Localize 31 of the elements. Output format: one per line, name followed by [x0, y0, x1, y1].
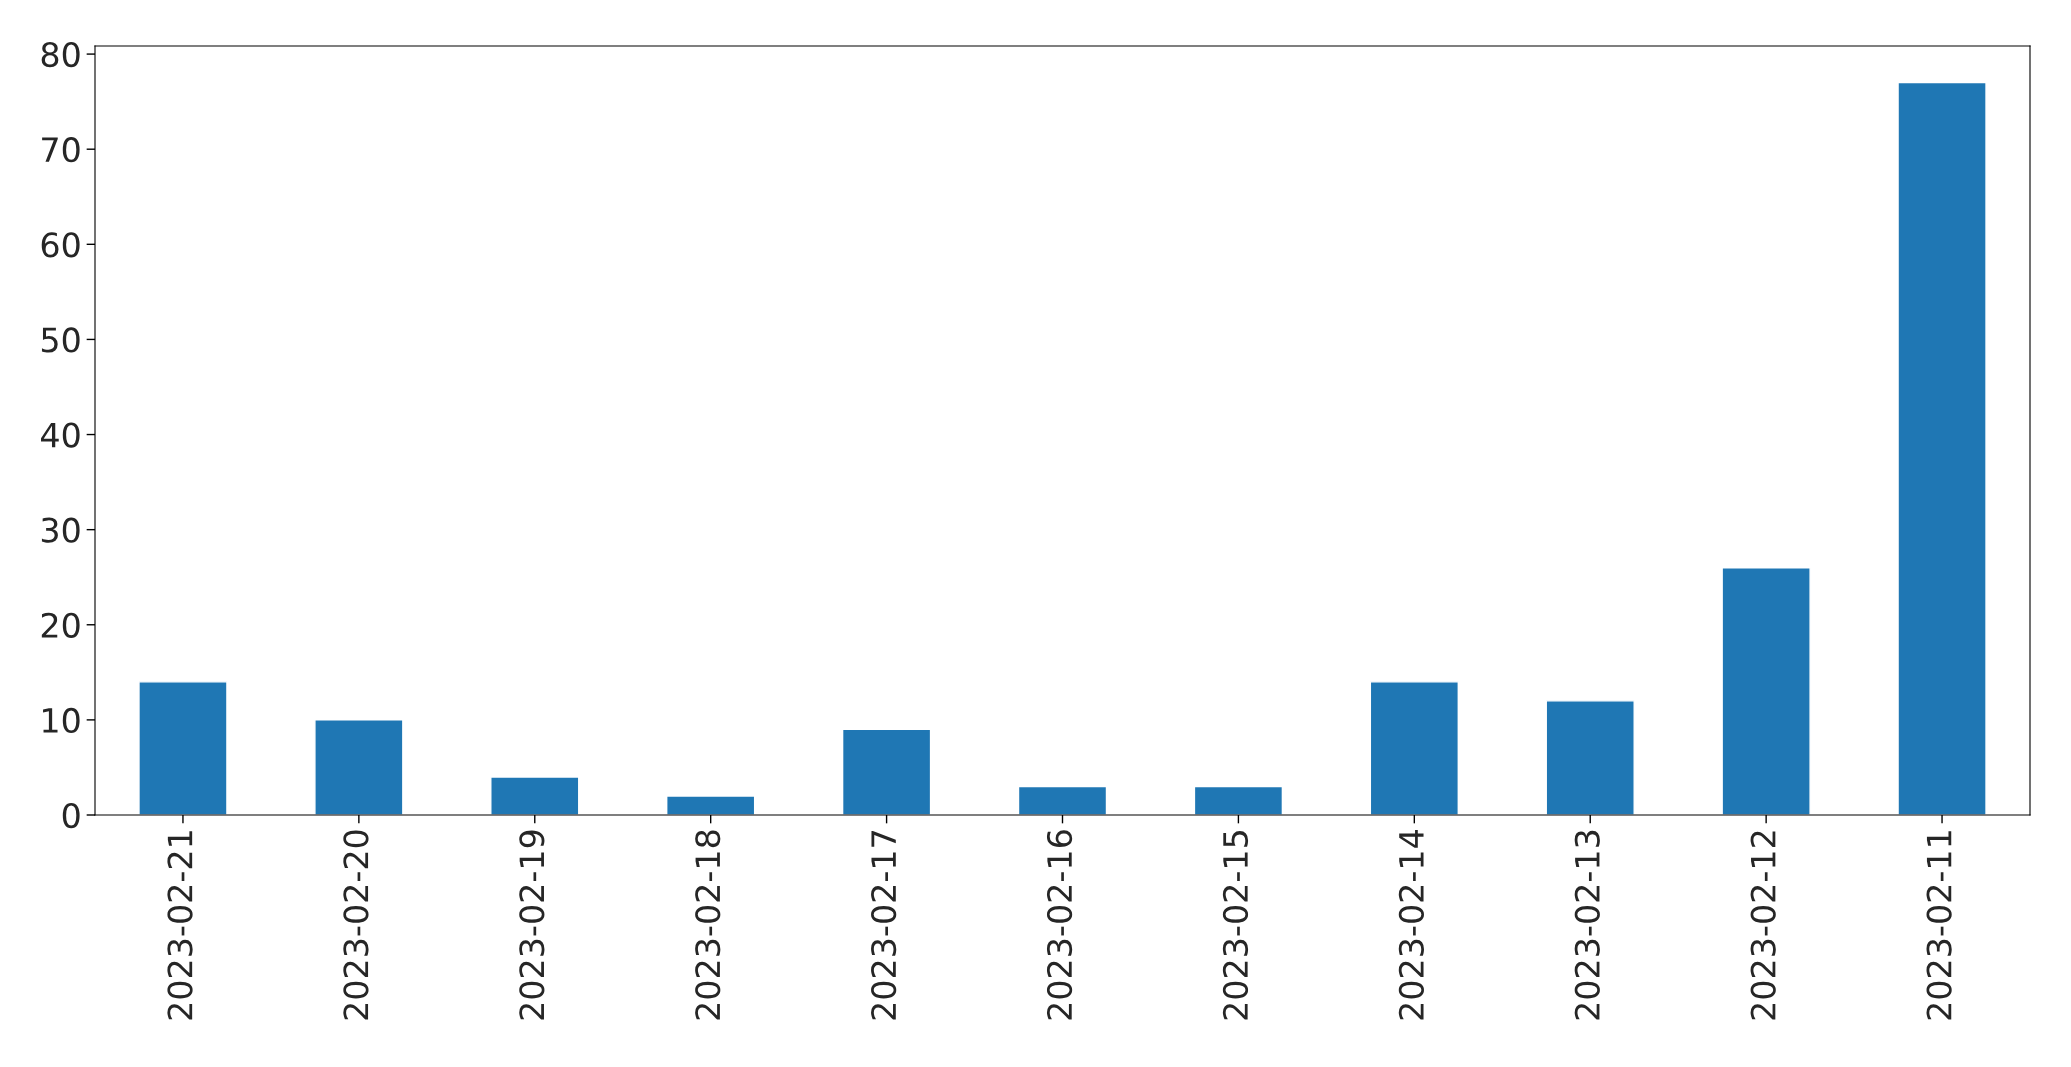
bar: [1897, 81, 1987, 815]
y-tick-label: 80: [41, 42, 80, 68]
y-tick-label: 50: [41, 327, 80, 353]
x-tick-label: 2023-02-21: [167, 831, 193, 1020]
bar: [490, 776, 580, 815]
x-tick-label: 2023-02-20: [343, 830, 369, 1020]
y-tick-label: 10: [43, 707, 80, 734]
x-tick-label: 2023-02-17: [871, 831, 897, 1020]
y-tick-label: 60: [41, 232, 80, 258]
y-tick-label: 20: [41, 612, 80, 638]
bar: [1369, 681, 1459, 815]
y-tick-label: 0: [62, 802, 80, 829]
bar: [666, 795, 756, 815]
bar: [314, 719, 404, 815]
bar: [1721, 567, 1811, 815]
x-tick-label: 2023-02-18: [695, 830, 721, 1020]
x-tick-label: 2023-02-16: [1046, 830, 1073, 1020]
bar: [841, 728, 932, 815]
y-tick-label: 40: [41, 422, 80, 448]
y-tick-label: 30: [41, 517, 80, 543]
x-tick-label: 2023-02-19: [519, 830, 545, 1020]
bar: [138, 681, 228, 815]
bar: [1193, 785, 1284, 815]
bar: [1017, 785, 1108, 815]
x-tick-label: 2023-02-14: [1398, 830, 1424, 1020]
x-tick-label: 2023-02-13: [1574, 830, 1600, 1020]
y-tick-label: 70: [42, 137, 80, 163]
x-tick-label: 2023-02-15: [1222, 831, 1249, 1020]
x-tick-label: 2023-02-12: [1750, 831, 1776, 1020]
bar: [1545, 700, 1635, 815]
x-tick-label: 2023-02-11: [1926, 831, 1952, 1020]
